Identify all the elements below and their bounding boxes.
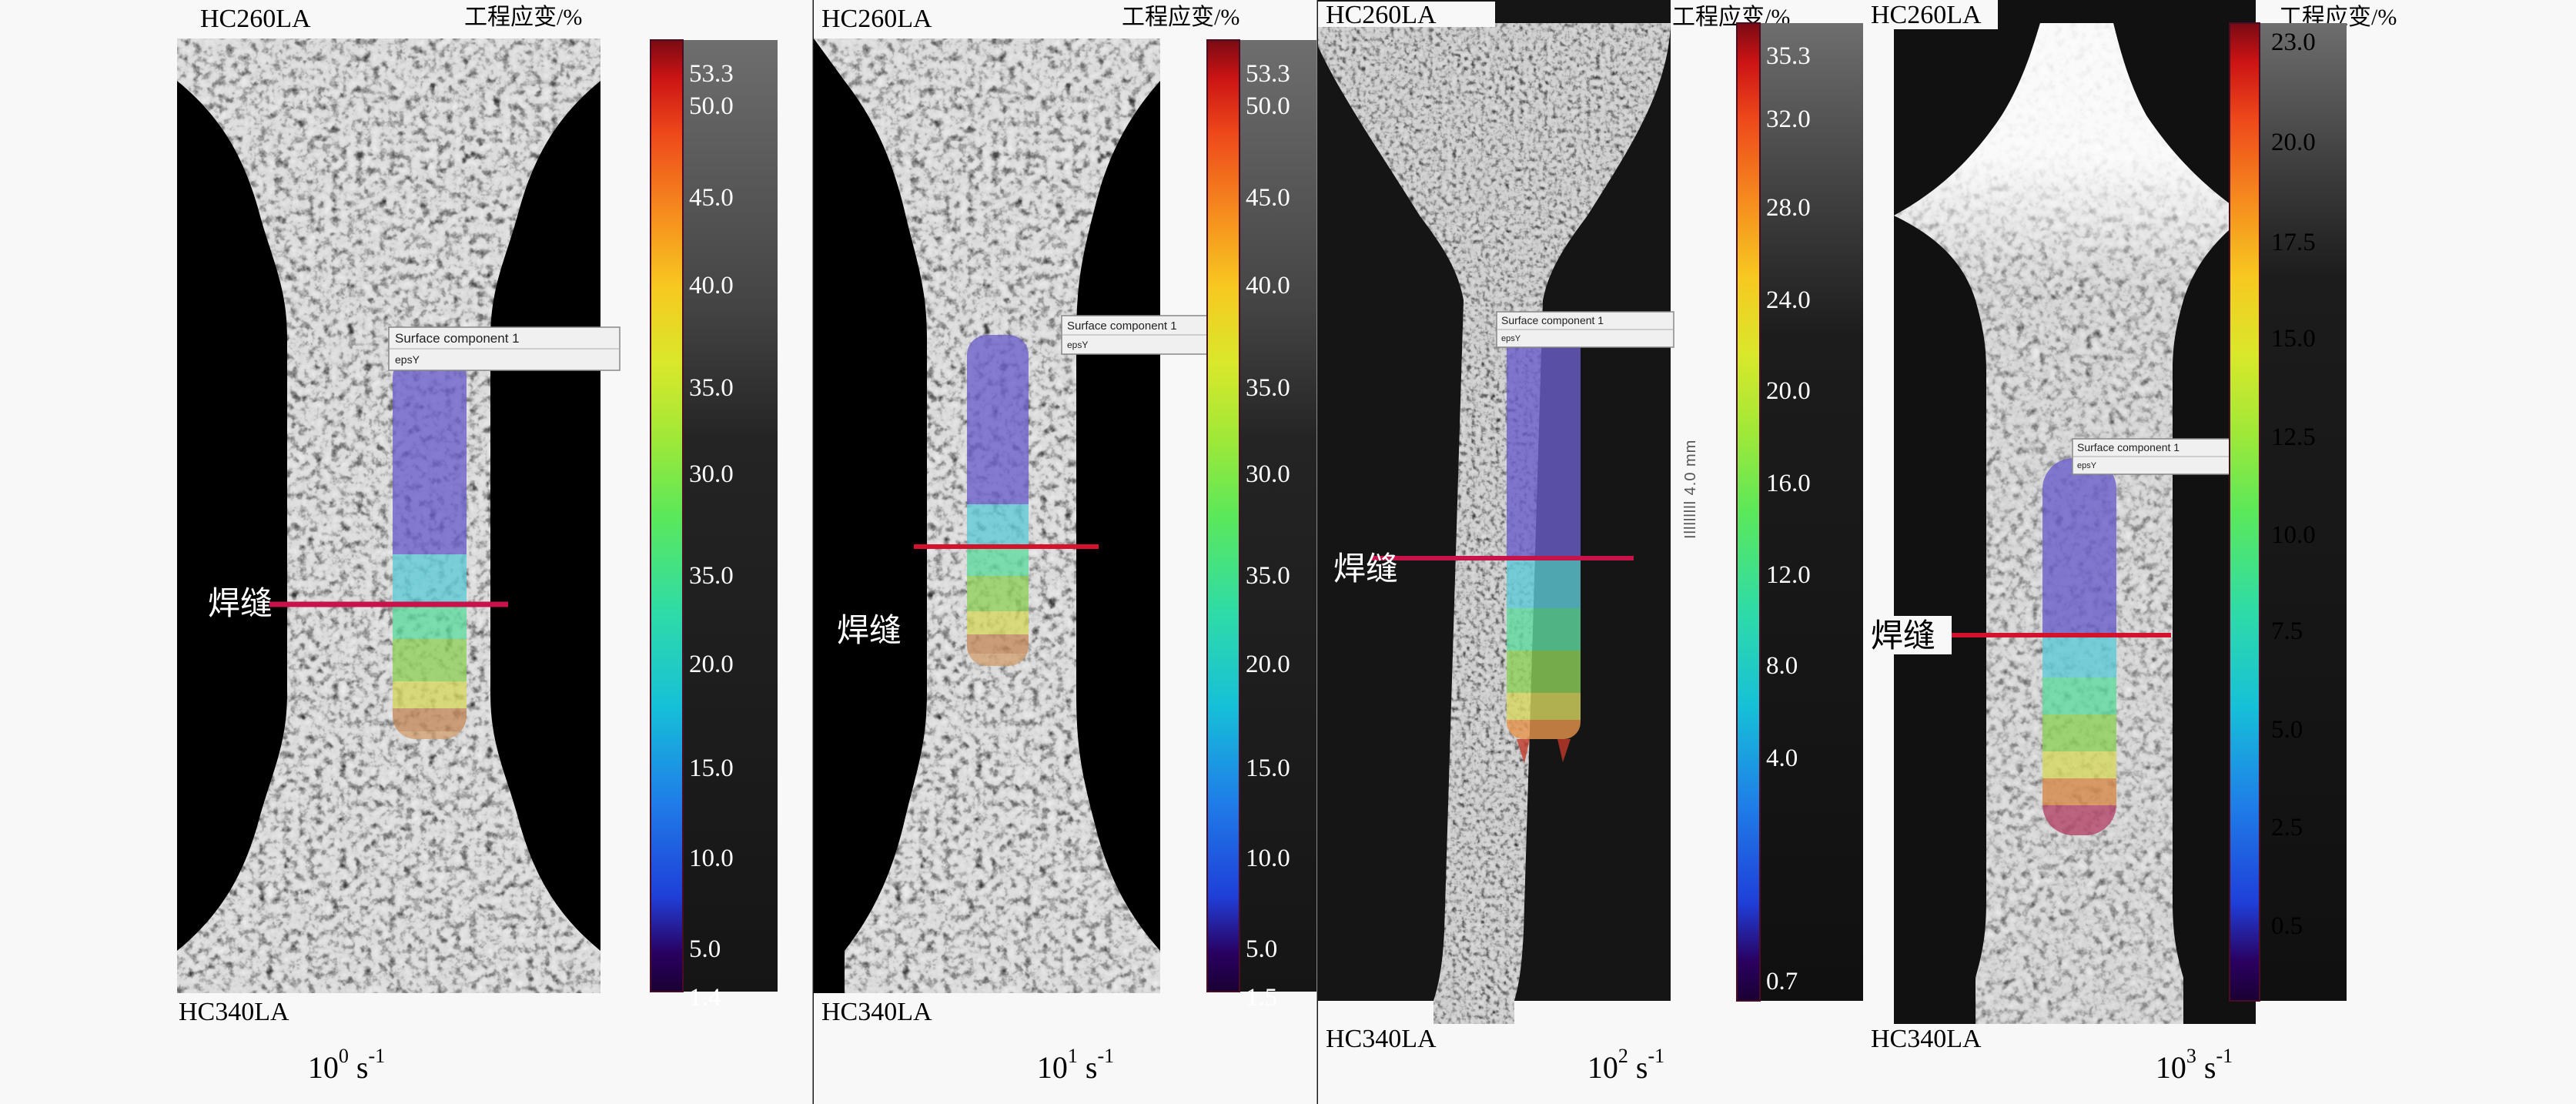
svg-text:Surface component 1: Surface component 1: [395, 331, 520, 346]
svg-text:20.0: 20.0: [689, 651, 734, 678]
svg-text:Illllllll 4.0 mm: Illllllll 4.0 mm: [1682, 440, 1699, 539]
svg-text:Surface component 1: Surface component 1: [1501, 314, 1604, 326]
svg-text:4.0: 4.0: [1766, 744, 1798, 772]
svg-text:8.0: 8.0: [1766, 652, 1798, 680]
svg-text:Surface component 1: Surface component 1: [2077, 441, 2180, 453]
svg-text:HC260LA: HC260LA: [1871, 1, 1982, 29]
svg-text:45.0: 45.0: [1246, 184, 1290, 212]
svg-text:0.5: 0.5: [2271, 912, 2303, 940]
svg-text:30.0: 30.0: [689, 460, 734, 488]
svg-text:53.3: 53.3: [1246, 60, 1290, 88]
svg-text:10.0: 10.0: [2271, 521, 2316, 549]
svg-text:5.0: 5.0: [1246, 935, 1277, 963]
svg-text:15.0: 15.0: [689, 754, 734, 782]
svg-text:30.0: 30.0: [1246, 460, 1290, 488]
svg-text:epsY: epsY: [2077, 461, 2097, 470]
svg-text:epsY: epsY: [1501, 334, 1521, 343]
svg-text:epsY: epsY: [395, 353, 420, 366]
svg-text:0.7: 0.7: [1766, 968, 1798, 995]
svg-text:2.5: 2.5: [2271, 814, 2303, 841]
svg-text:40.0: 40.0: [1246, 272, 1290, 299]
svg-text:HC260LA: HC260LA: [200, 5, 311, 33]
svg-text:10.0: 10.0: [689, 845, 734, 872]
svg-text:12.5: 12.5: [2271, 423, 2316, 451]
svg-text:5.0: 5.0: [2271, 716, 2303, 744]
svg-text:10.0: 10.0: [1246, 845, 1290, 872]
svg-text:HC340LA: HC340LA: [1326, 1025, 1437, 1053]
svg-text:45.0: 45.0: [689, 184, 734, 212]
svg-text:35.0: 35.0: [1246, 562, 1290, 590]
svg-text:焊缝: 焊缝: [208, 587, 273, 622]
svg-text:24.0: 24.0: [1766, 286, 1811, 314]
svg-text:7.5: 7.5: [2271, 617, 2303, 645]
svg-text:35.0: 35.0: [689, 374, 734, 402]
svg-text:35.3: 35.3: [1766, 42, 1811, 70]
svg-text:工程应变/%: 工程应变/%: [1122, 5, 1239, 30]
svg-text:40.0: 40.0: [689, 272, 734, 299]
svg-text:53.3: 53.3: [689, 60, 734, 88]
svg-text:1.4: 1.4: [689, 984, 721, 1012]
svg-text:焊缝: 焊缝: [1333, 552, 1398, 587]
svg-text:20.0: 20.0: [1766, 377, 1811, 405]
svg-text:HC340LA: HC340LA: [821, 998, 932, 1026]
svg-text:50.0: 50.0: [689, 92, 734, 120]
svg-text:5.0: 5.0: [689, 935, 721, 963]
svg-text:50.0: 50.0: [1246, 92, 1290, 120]
svg-text:16.0: 16.0: [1766, 470, 1811, 497]
svg-text:HC260LA: HC260LA: [1326, 1, 1437, 29]
svg-text:15.0: 15.0: [1246, 754, 1290, 782]
svg-text:20.0: 20.0: [1246, 651, 1290, 678]
svg-text:15.0: 15.0: [2271, 325, 2316, 353]
svg-text:HC260LA: HC260LA: [821, 5, 932, 33]
svg-text:17.5: 17.5: [2271, 229, 2316, 256]
svg-text:Surface component 1: Surface component 1: [1067, 319, 1177, 333]
svg-text:35.0: 35.0: [1246, 374, 1290, 402]
svg-text:35.0: 35.0: [689, 562, 734, 590]
svg-text:1.5: 1.5: [1246, 984, 1277, 1012]
svg-text:焊缝: 焊缝: [1871, 619, 1935, 654]
svg-text:20.0: 20.0: [2271, 129, 2316, 156]
svg-text:工程应变/%: 工程应变/%: [464, 5, 582, 30]
svg-text:epsY: epsY: [1067, 340, 1088, 350]
svg-text:HC340LA: HC340LA: [1871, 1025, 1982, 1053]
svg-text:23.0: 23.0: [2271, 28, 2316, 56]
svg-text:28.0: 28.0: [1766, 194, 1811, 222]
svg-text:32.0: 32.0: [1766, 105, 1811, 133]
svg-text:12.0: 12.0: [1766, 561, 1811, 589]
svg-text:焊缝: 焊缝: [837, 614, 902, 649]
svg-text:HC340LA: HC340LA: [179, 998, 289, 1026]
